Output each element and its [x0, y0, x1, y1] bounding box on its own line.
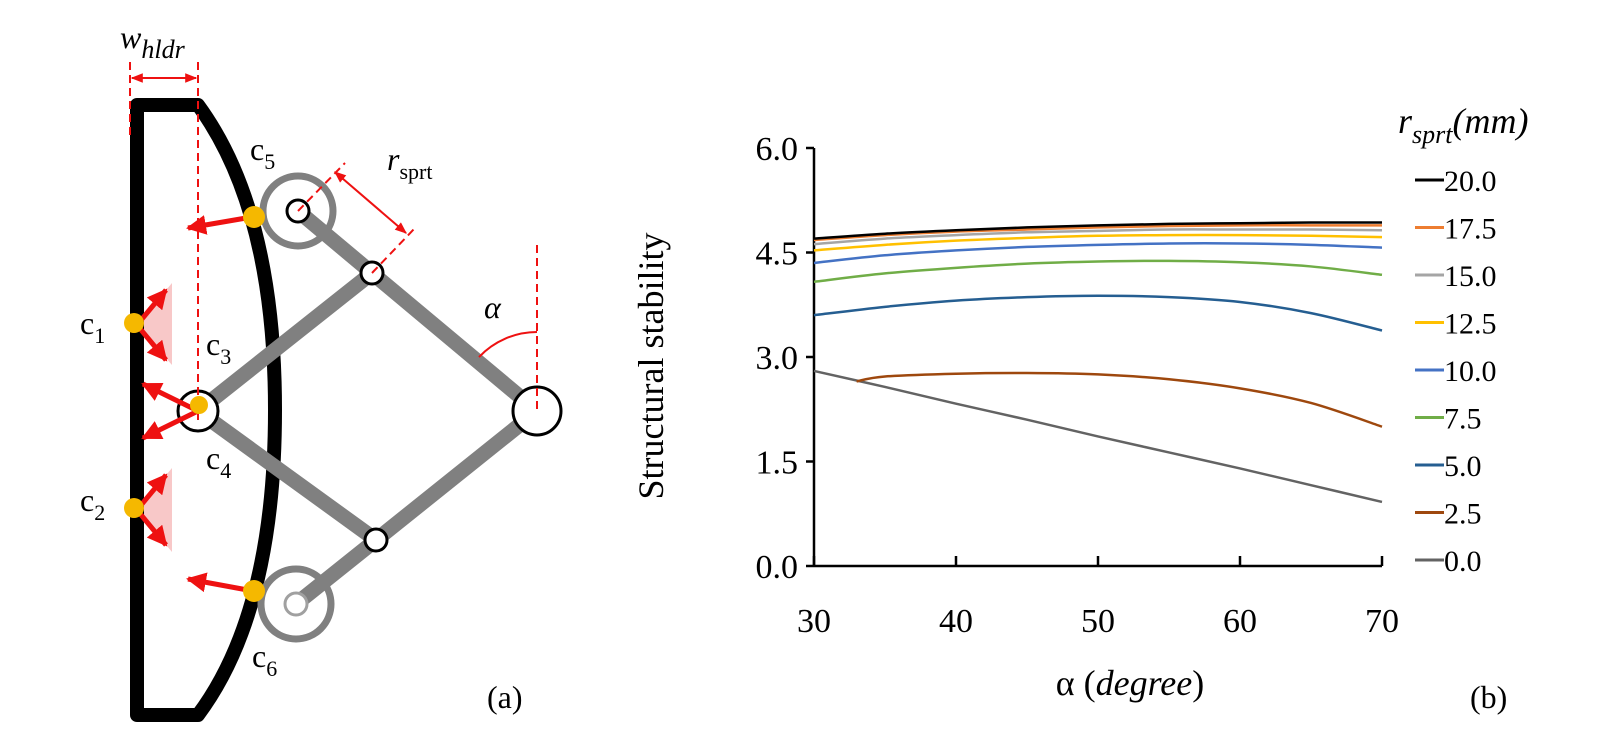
- series-line-5.0: [813, 294, 1383, 332]
- y-tick-label: 4.5: [756, 236, 799, 273]
- y-tick-label: 6.0: [756, 131, 799, 168]
- contact-label-c1: c1: [80, 305, 105, 348]
- alpha-label: α: [484, 289, 502, 325]
- contact-point-c3: [190, 396, 208, 414]
- contact-point-c6: [243, 580, 265, 602]
- contact-point-c5: [243, 206, 265, 228]
- series-line-2.5: [856, 371, 1383, 428]
- legend: 20.0 17.5 15.0 12.5 10.0 7.5 5.0 2.5 0.0: [1415, 165, 1497, 578]
- legend-label: 15.0: [1444, 260, 1497, 293]
- y-axis-title: Structural stability: [631, 233, 671, 500]
- legend-label: 7.5: [1444, 403, 1482, 436]
- series-line-0.0: [813, 369, 1383, 504]
- y-tick-label: 0.0: [756, 549, 799, 586]
- series-line-17.5: [813, 224, 1382, 242]
- x-axis-title: α (degree): [1056, 663, 1204, 703]
- radius-label: rsprt: [387, 141, 432, 184]
- series-line-10.0: [813, 242, 1383, 265]
- panel-a-tag: (a): [487, 679, 523, 715]
- contact-label-c4: c4: [206, 440, 231, 483]
- contact-point-c2: [124, 498, 144, 518]
- x-tick-label: 60: [1223, 603, 1257, 640]
- x-ticks: 30 40 50 60 70: [797, 556, 1399, 640]
- contact-label-c5: c5: [250, 131, 275, 174]
- linkage-bars: [190, 203, 545, 612]
- y-tick-label: 1.5: [756, 445, 799, 482]
- radius-dimension-arrow: [334, 171, 407, 234]
- series-lines: [813, 221, 1383, 504]
- support-wheel-bottom: [257, 565, 335, 643]
- legend-label: 10.0: [1444, 355, 1497, 388]
- contact-point-c1: [124, 313, 144, 333]
- x-tick-label: 40: [939, 603, 973, 640]
- panel-b-tag: (b): [1470, 679, 1507, 715]
- legend-label: 17.5: [1444, 213, 1497, 246]
- reference-lines: [129, 62, 538, 420]
- legend-label: 2.5: [1444, 498, 1482, 531]
- holder-frame: [130, 98, 282, 722]
- legend-label: 12.5: [1444, 308, 1497, 341]
- y-ticks: 0.0 1.5 3.0 4.5 6.0: [756, 131, 814, 586]
- legend-title: rsprt(mm): [1398, 101, 1528, 149]
- series-line-20.0: [813, 221, 1383, 240]
- panel-b-chart: 0.0 1.5 3.0 4.5 6.0 30 40 50 60 70 20.0 17.5 15.0 1…: [631, 101, 1528, 715]
- x-tick-label: 50: [1081, 603, 1115, 640]
- contact-label-c6: c6: [252, 638, 277, 681]
- y-tick-label: 3.0: [756, 340, 799, 377]
- legend-label: 5.0: [1444, 450, 1482, 483]
- x-tick-label: 30: [797, 603, 831, 640]
- legend-label: 20.0: [1444, 165, 1497, 198]
- joint-bottom-pivot: [283, 591, 309, 617]
- series-line-12.5: [813, 233, 1383, 252]
- contact-label-c3: c3: [206, 326, 231, 369]
- alpha-angle-arc: [478, 331, 538, 358]
- width-label: whldr: [120, 19, 186, 64]
- legend-label: 0.0: [1444, 545, 1482, 578]
- contact-label-c2: c2: [80, 482, 105, 525]
- x-tick-label: 70: [1365, 603, 1399, 640]
- panel-a-diagram: whldr rsprt α c1 c2 c3 c4 c5 c6 (a): [80, 19, 563, 722]
- series-line-15.0: [813, 228, 1383, 246]
- joint-apex: [511, 385, 563, 437]
- series-line-7.5: [813, 259, 1383, 284]
- joint-lower-link: [363, 527, 389, 553]
